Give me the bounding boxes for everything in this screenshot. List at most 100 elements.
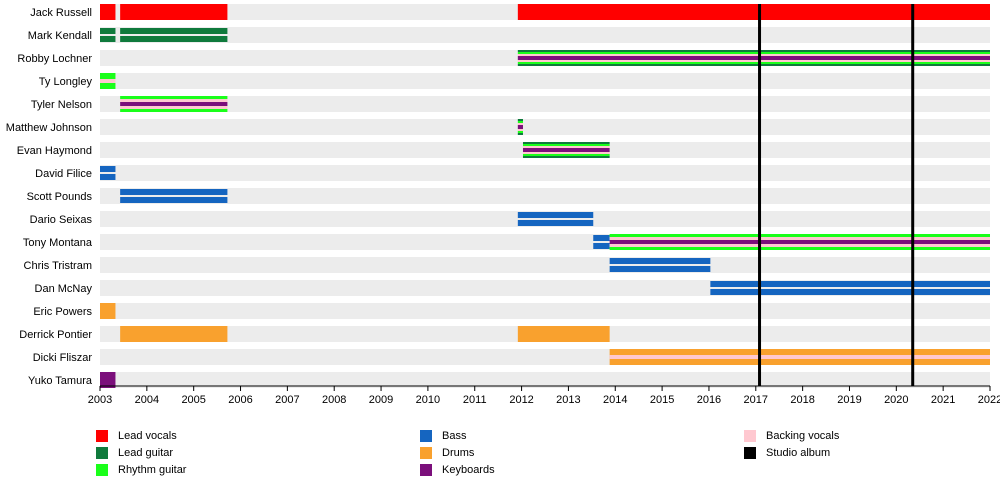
member-bar-stripe	[522, 142, 610, 144]
member-bar-stripe	[517, 56, 990, 60]
legend-label: Bass	[442, 430, 467, 442]
row-background	[100, 211, 990, 227]
member-bar	[517, 326, 610, 342]
x-tick-label: 2007	[275, 394, 299, 406]
legend-label: Drums	[442, 447, 475, 459]
row-background	[100, 119, 990, 135]
member-bar	[100, 166, 116, 172]
x-tick-label: 2020	[884, 394, 908, 406]
member-bar-stripe	[517, 129, 523, 131]
member-bar	[593, 235, 610, 241]
member-bar-stripe	[517, 54, 990, 56]
legend-item-lead-vocals: Lead vocals	[96, 428, 177, 444]
member-bar	[120, 28, 228, 34]
member-bar-stripe	[517, 133, 523, 135]
legend-swatch	[744, 430, 756, 442]
member-bar	[120, 36, 228, 42]
legend-label: Lead guitar	[118, 447, 174, 459]
legend-item-drums: Drums	[420, 445, 474, 461]
member-bar-stripe	[100, 79, 116, 83]
legend-item-rhythm-guitar: Rhythm guitar	[96, 462, 186, 478]
member-bar-stripe	[120, 102, 228, 106]
member-label: Scott Pounds	[27, 191, 93, 203]
member-bar	[609, 258, 711, 264]
member-bar-stripe	[522, 144, 610, 146]
x-tick-label: 2019	[837, 394, 861, 406]
member-bar	[120, 197, 228, 203]
legend-swatch	[96, 430, 108, 442]
x-tick-label: 2011	[463, 394, 487, 406]
legend-label: Lead vocals	[118, 430, 177, 442]
x-tick-label: 2009	[369, 394, 393, 406]
x-tick-label: 2015	[650, 394, 674, 406]
legend-swatch	[744, 447, 756, 459]
legend-item-studio-album: Studio album	[744, 445, 830, 461]
member-label: Mark Kendall	[28, 30, 92, 42]
x-tick-label: 2022	[978, 394, 1000, 406]
member-label: Evan Haymond	[17, 145, 92, 157]
member-bar-stripe	[517, 119, 523, 121]
member-bar-stripe	[522, 146, 610, 148]
member-bar	[710, 289, 990, 295]
legend-swatch	[420, 464, 432, 476]
x-tick-label: 2004	[135, 394, 159, 406]
x-tick-label: 2012	[509, 394, 533, 406]
band-timeline-chart: Jack Russell Mark Kendall Robby Lochner Ty …	[6, 4, 1000, 406]
legend-label: Rhythm guitar	[118, 464, 187, 476]
legend-label: Keyboards	[442, 464, 495, 476]
x-tick-label: 2010	[416, 394, 440, 406]
legend-item-keyboards: Keyboards	[420, 462, 495, 478]
member-bar	[517, 212, 594, 218]
x-tick-label: 2014	[603, 394, 627, 406]
member-bar-stripe	[517, 123, 523, 125]
row-background	[100, 303, 990, 319]
member-bar	[517, 220, 594, 226]
x-tick-label: 2021	[931, 394, 955, 406]
member-bar	[100, 174, 116, 180]
legend-swatch	[96, 464, 108, 476]
member-bar-stripe	[120, 99, 228, 102]
legend-swatch	[420, 447, 432, 459]
member-bar-stripe	[609, 247, 990, 250]
member-bar	[120, 326, 228, 342]
member-bar-stripe	[517, 125, 523, 129]
member-bar-stripe	[609, 244, 990, 247]
row-background	[100, 73, 990, 89]
member-bar-stripe	[522, 152, 610, 154]
member-bar-stripe	[100, 73, 116, 79]
member-bar-backing	[609, 355, 990, 359]
member-bar-stripe	[517, 50, 990, 52]
member-bar-stripe	[609, 234, 990, 237]
member-label: David Filice	[35, 168, 92, 180]
member-bar-stripe	[517, 131, 523, 133]
member-label: Chris Tristram	[24, 260, 92, 272]
member-label: Ty Longley	[39, 76, 93, 88]
member-bar	[100, 303, 116, 319]
member-label: Tony Montana	[23, 237, 93, 249]
member-bar	[710, 281, 990, 287]
row-background	[100, 372, 990, 388]
member-bar	[120, 189, 228, 195]
member-bar-stripe	[517, 64, 990, 66]
x-tick-label: 2017	[744, 394, 768, 406]
legend-swatch	[96, 447, 108, 459]
member-bar-stripe	[609, 237, 990, 240]
row-background	[100, 165, 990, 181]
member-bar-stripe	[120, 96, 228, 99]
member-bar-stripe	[609, 240, 990, 244]
member-bar	[100, 372, 116, 388]
member-bar	[120, 4, 228, 20]
member-label: Eric Powers	[33, 306, 92, 318]
member-label: Yuko Tamura	[28, 375, 93, 387]
member-bar-stripe	[522, 156, 610, 158]
member-label: Matthew Johnson	[6, 122, 92, 134]
x-tick-label: 2013	[556, 394, 580, 406]
member-bar-stripe	[517, 62, 990, 64]
legend-label: Backing vocals	[766, 430, 840, 442]
x-tick-label: 2003	[88, 394, 112, 406]
legend-label: Studio album	[766, 447, 831, 459]
x-tick-label: 2018	[790, 394, 814, 406]
member-bar	[100, 36, 116, 42]
row-background	[100, 188, 990, 204]
member-bar	[609, 266, 711, 272]
